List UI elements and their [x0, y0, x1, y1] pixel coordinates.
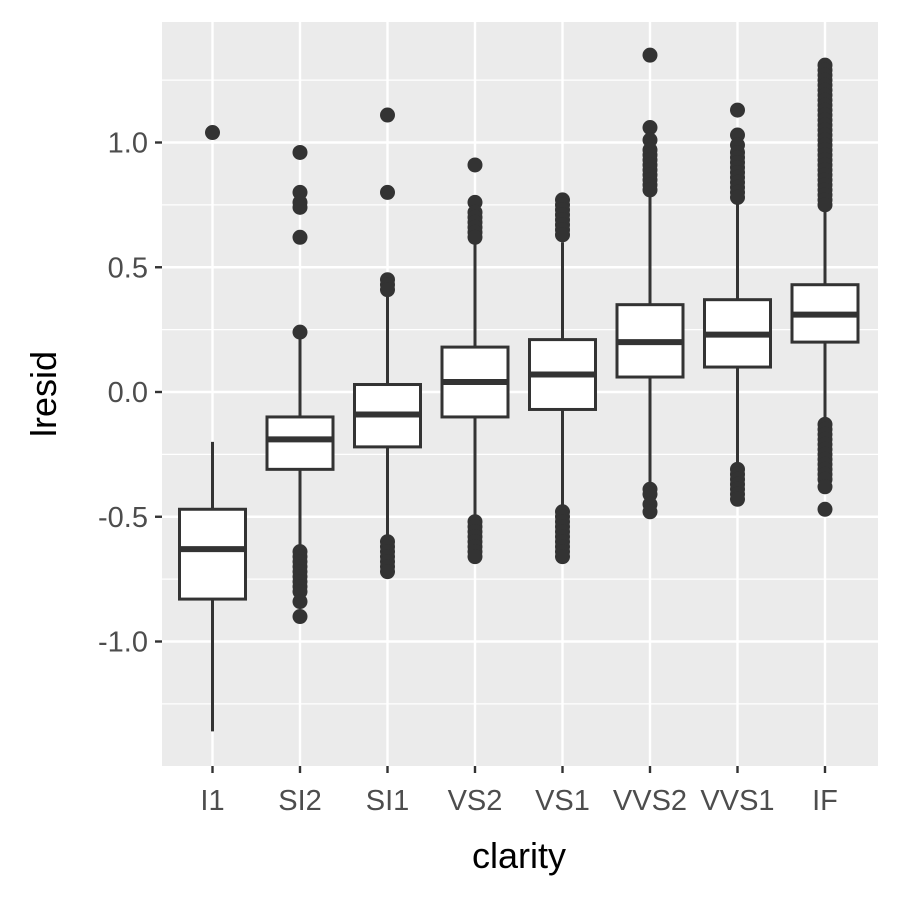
- box-series: [178, 47, 860, 732]
- box-vs2: [440, 157, 510, 565]
- outlier-point: [642, 182, 658, 198]
- box-vvs1: [703, 102, 772, 507]
- outlier-point: [817, 479, 833, 495]
- box-si1: [353, 107, 422, 580]
- outlier-point: [292, 229, 308, 245]
- x-tick-label: VVS2: [613, 785, 687, 817]
- outlier-point: [467, 229, 483, 245]
- outlier-point: [292, 199, 308, 215]
- outlier-point: [642, 47, 658, 63]
- outlier-point: [642, 504, 658, 520]
- outlier-point: [817, 501, 833, 517]
- outlier-point: [292, 609, 308, 625]
- y-tick-label: 0.0: [108, 377, 148, 409]
- outlier-point: [292, 144, 308, 160]
- outlier-point: [380, 107, 395, 123]
- x-tick-label: VS1: [535, 785, 590, 817]
- x-axis-title: clarity: [472, 835, 566, 876]
- x-tick-label: SI1: [366, 785, 410, 817]
- outlier-point: [467, 157, 483, 173]
- x-tick-label: IF: [812, 785, 838, 817]
- outlier-point: [730, 491, 745, 507]
- outlier-point: [292, 324, 308, 340]
- outlier-point: [555, 549, 570, 565]
- box-i1: [178, 125, 247, 732]
- y-tick-label: -0.5: [98, 502, 148, 534]
- outlier-point: [555, 227, 570, 243]
- y-tick-label: 0.5: [108, 252, 148, 284]
- panel-background: [162, 22, 878, 766]
- y-axis-title: lresid: [23, 351, 64, 437]
- x-tick-label: I1: [200, 785, 224, 817]
- y-tick-label: -1.0: [98, 627, 148, 659]
- x-tick-label: VVS1: [700, 785, 774, 817]
- iqr-box: [265, 415, 335, 471]
- box-vvs2: [615, 47, 685, 520]
- outlier-point: [642, 120, 658, 136]
- x-tick-label: SI2: [278, 785, 322, 817]
- outlier-point: [380, 282, 395, 298]
- box-si2: [265, 144, 335, 625]
- x-axis: I1 SI2 SI1 VS2 VS1 VVS2 VVS1 IF: [200, 766, 838, 817]
- outlier-point: [292, 594, 308, 610]
- outlier-point: [817, 197, 833, 213]
- outlier-point: [730, 189, 745, 205]
- outlier-point: [380, 184, 395, 200]
- outlier-point: [467, 549, 483, 565]
- y-axis: -1.0 -0.5 0.0 0.5 1.0: [98, 128, 162, 659]
- box-vs1: [528, 192, 597, 565]
- outlier-point: [380, 564, 395, 580]
- outlier-point: [205, 125, 220, 141]
- outlier-point: [730, 102, 745, 118]
- iqr-box: [178, 507, 247, 601]
- y-tick-label: 1.0: [108, 128, 148, 160]
- box-if: [790, 57, 860, 517]
- x-tick-label: VS2: [448, 785, 503, 817]
